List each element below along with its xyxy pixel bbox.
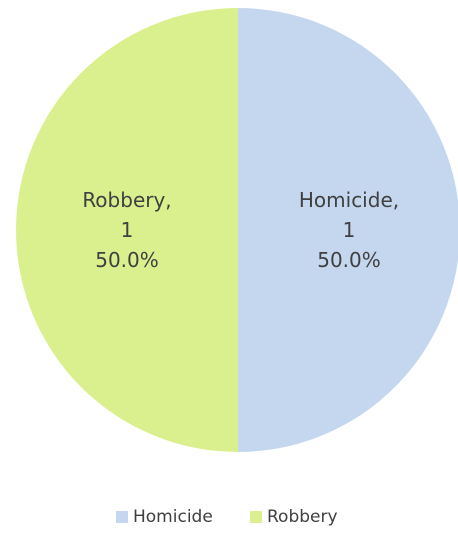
legend-label-robbery: Robbery bbox=[267, 507, 338, 527]
pie-slice-homicide bbox=[238, 8, 458, 452]
data-label-robbery-category: Robbery, bbox=[82, 188, 171, 212]
data-label-robbery-value: 1 bbox=[121, 218, 134, 242]
data-label-homicide-value: 1 bbox=[343, 218, 356, 242]
data-label-homicide-percent: 50.0% bbox=[317, 248, 381, 272]
legend-label-homicide: Homicide bbox=[133, 507, 213, 527]
pie-slice-robbery bbox=[16, 8, 238, 452]
legend: Homicide Robbery bbox=[116, 507, 338, 527]
legend-swatch-robbery bbox=[250, 511, 262, 523]
pie-slices bbox=[16, 8, 458, 452]
legend-swatch-homicide bbox=[116, 511, 128, 523]
data-label-homicide-category: Homicide, bbox=[299, 188, 399, 212]
slice-labels: Homicide, 1 50.0% Robbery, 1 50.0% bbox=[82, 188, 399, 272]
data-label-robbery-percent: 50.0% bbox=[95, 248, 159, 272]
